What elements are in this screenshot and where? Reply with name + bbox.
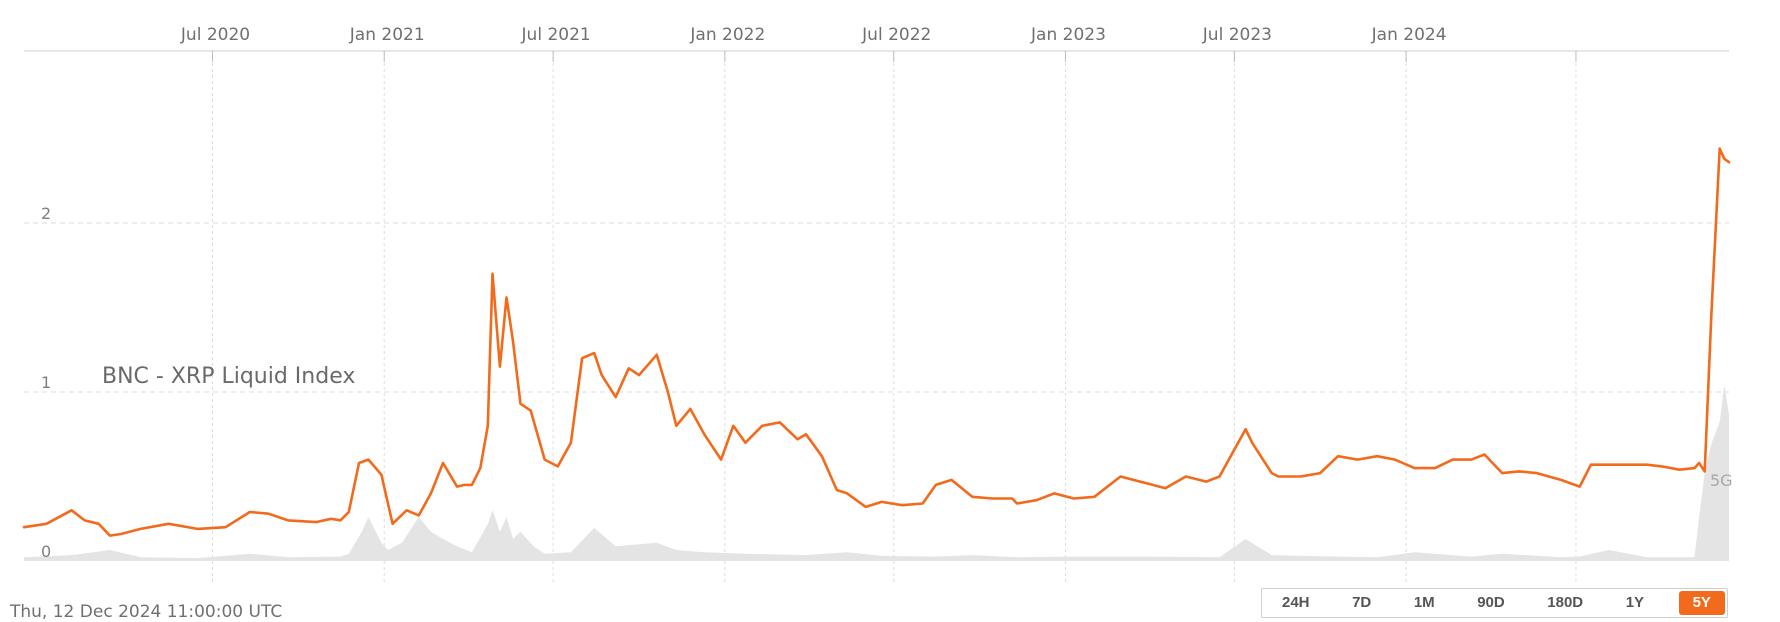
range-button-1y[interactable]: 1Y [1625,594,1645,611]
x-tick-label: Jan 2022 [689,25,765,45]
x-tick-label: Jul 2021 [521,25,591,45]
price-line-layer [22,147,1731,537]
x-tick-label: Jul 2023 [1202,25,1272,45]
x-tick-label: Jan 2023 [1030,25,1106,45]
range-button-5y[interactable]: 5Y [1678,591,1725,615]
range-button-1m[interactable]: 1M [1413,594,1435,611]
range-button-24h[interactable]: 24H [1282,594,1310,611]
y-tick-label: 2 [41,204,51,223]
grid-lines [24,50,1729,585]
price-series-line [22,147,1731,537]
range-button-90d[interactable]: 90D [1477,594,1505,611]
y-tick-label: 0 [41,542,51,561]
x-tick-label: Jan 2024 [1371,25,1447,45]
axis-labels-layer: Jul 2020 Jan 2021 Jul 2021 Jan 2022 Jul 2022… [41,25,1447,561]
volume-axis-label: 5G [1710,471,1733,490]
volume-area [24,385,1729,561]
x-tick-label: Jul 2020 [180,25,250,45]
range-button-7d[interactable]: 7D [1352,594,1372,611]
time-range-selector: 24H 7D 1M 90D 180D 1Y 5Y [1261,588,1728,618]
y-tick-label: 1 [41,373,51,392]
range-button-180d[interactable]: 180D [1547,594,1584,611]
chart-title-watermark: BNC - XRP Liquid Index [102,364,355,389]
price-chart: Jul 2020 Jan 2021 Jul 2021 Jan 2022 Jul 2022… [22,25,1733,585]
chart-timestamp: Thu, 12 Dec 2024 11:00:00 UTC [10,602,283,622]
x-tick-label: Jan 2021 [349,25,425,45]
x-tick-label: Jul 2022 [861,25,931,45]
volume-area-layer [24,385,1729,561]
